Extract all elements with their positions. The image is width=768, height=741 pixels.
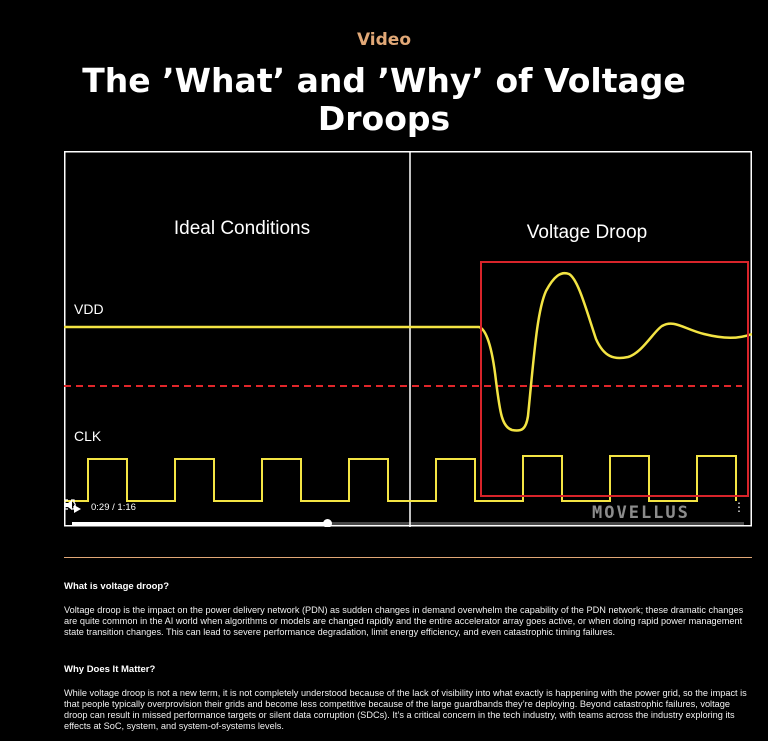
vdd-waveform xyxy=(64,272,752,432)
droop-highlight-box xyxy=(480,261,749,497)
time-display: 0:29 / 1:16 xyxy=(91,502,136,513)
section-divider xyxy=(64,557,752,558)
section-eyebrow: Video xyxy=(356,30,412,50)
clk-label: CLK xyxy=(74,428,102,444)
page-title: The ’What’ and ’Why’ of Voltage Droops xyxy=(82,61,686,138)
voltage-droop-label: Voltage Droop xyxy=(527,222,647,243)
play-icon[interactable] xyxy=(74,505,81,513)
movellus-logo: MOVELLUS xyxy=(592,503,690,523)
answer-paragraph-1: Voltage droop is the impact on the power… xyxy=(64,605,744,637)
more-options-icon[interactable]: ⋮ xyxy=(733,500,745,514)
answer-paragraph-2: While voltage droop is not a new term, i… xyxy=(64,688,747,731)
vdd-label: VDD xyxy=(74,301,104,317)
video-controls: 0:29 / 1:16 ⋮ xyxy=(64,499,752,527)
question-heading-2: Why Does It Matter? xyxy=(64,664,156,675)
frame-border xyxy=(64,151,752,527)
question-heading-1: What is voltage droop? xyxy=(64,581,170,592)
video-player[interactable]: Ideal Conditions Voltage Droop VDD CLK M… xyxy=(64,151,752,527)
fullscreen-icon[interactable] xyxy=(64,499,75,510)
progress-bar[interactable] xyxy=(72,519,744,527)
progress-handle[interactable] xyxy=(322,519,332,527)
progress-fill xyxy=(72,522,328,525)
clk-waveform xyxy=(64,455,737,502)
ideal-conditions-label: Ideal Conditions xyxy=(174,218,310,239)
video-frame: Ideal Conditions Voltage Droop VDD CLK xyxy=(64,151,752,527)
